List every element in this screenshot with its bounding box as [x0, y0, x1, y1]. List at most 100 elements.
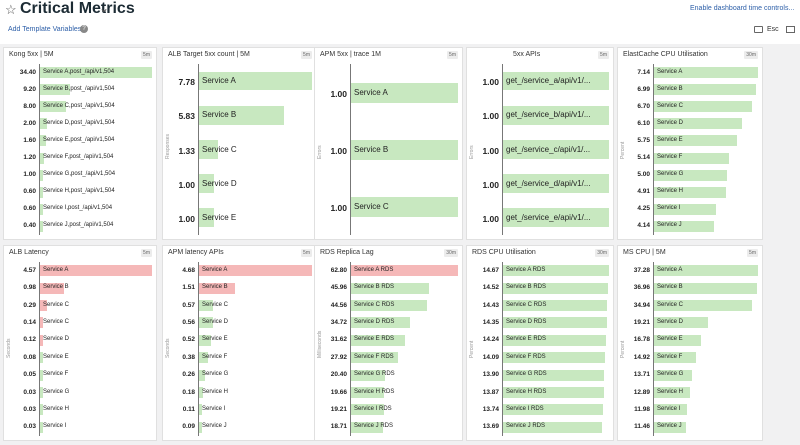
bar[interactable] — [199, 317, 213, 329]
bar[interactable] — [351, 139, 458, 160]
star-icon[interactable]: ☆ — [5, 2, 17, 17]
bar[interactable] — [199, 387, 204, 398]
bar[interactable] — [351, 282, 430, 294]
bar[interactable] — [40, 352, 43, 364]
bar[interactable] — [654, 352, 696, 364]
bar[interactable] — [654, 84, 756, 96]
bar[interactable] — [654, 300, 752, 311]
bar[interactable] — [40, 404, 43, 416]
bar[interactable] — [503, 71, 609, 91]
bar[interactable] — [40, 265, 152, 277]
bar[interactable] — [503, 282, 608, 294]
bar[interactable] — [654, 404, 688, 416]
bar[interactable] — [40, 282, 64, 294]
bar[interactable] — [199, 174, 214, 194]
bar[interactable] — [199, 105, 284, 125]
bar[interactable] — [503, 387, 604, 398]
bar[interactable] — [503, 140, 609, 159]
bar[interactable] — [654, 169, 727, 181]
bar[interactable] — [40, 186, 43, 198]
bar[interactable] — [654, 220, 715, 232]
bar[interactable] — [654, 186, 726, 198]
bar[interactable] — [351, 196, 458, 217]
widget-4[interactable]: 5xx APIs 5m Errors 1.00 get_/service_a/api/v… — [466, 47, 614, 240]
bar[interactable] — [351, 404, 385, 416]
bar[interactable] — [654, 334, 701, 346]
bar[interactable] — [199, 404, 202, 416]
bar[interactable] — [199, 369, 206, 381]
bar[interactable] — [503, 208, 609, 228]
bar[interactable] — [351, 421, 384, 433]
bar[interactable] — [199, 140, 219, 159]
bar[interactable] — [40, 220, 43, 232]
bar[interactable] — [351, 265, 458, 277]
widget-5[interactable]: ElastCache CPU Utilisation 30m Percent 7.14… — [617, 47, 763, 240]
bar[interactable] — [503, 300, 607, 311]
bar[interactable] — [40, 169, 44, 181]
tv-mode-icon[interactable] — [786, 26, 795, 33]
bar[interactable] — [503, 317, 607, 329]
bar[interactable] — [351, 317, 410, 329]
bar[interactable] — [503, 334, 606, 346]
bar[interactable] — [199, 71, 312, 91]
widget-7[interactable]: APM latency APIs 5m Seconds 4.68 Service A 1.… — [162, 245, 317, 441]
bar[interactable] — [503, 421, 602, 433]
bar[interactable] — [503, 352, 605, 364]
bar[interactable] — [351, 369, 386, 381]
keyboard-icon[interactable] — [754, 26, 763, 33]
widget-1[interactable]: Kong 5xx | 5M 5m 34.40 Service A,post_/api/… — [3, 47, 157, 240]
bar[interactable] — [40, 118, 47, 130]
bar[interactable] — [40, 203, 43, 215]
bar[interactable] — [503, 404, 603, 416]
bar[interactable] — [351, 300, 427, 311]
bar[interactable] — [351, 387, 385, 398]
widget-9[interactable]: RDS CPU Utilisation 30m Percent 14.67 Servic… — [466, 245, 614, 441]
widget-8[interactable]: RDS Replica Lag 30m Milliseconds 62.80 Servi… — [314, 245, 463, 441]
widget-2[interactable]: ALB Target 5xx count | 5M 5m Responses 7.78… — [162, 47, 317, 240]
bar[interactable] — [40, 101, 66, 113]
bar[interactable] — [199, 208, 214, 228]
bar[interactable] — [40, 84, 71, 96]
bar[interactable] — [654, 387, 691, 398]
bar[interactable] — [351, 82, 458, 103]
bar[interactable] — [654, 265, 758, 277]
bar[interactable] — [199, 300, 213, 311]
bar[interactable] — [654, 101, 752, 113]
bar[interactable] — [654, 282, 757, 294]
widget-6[interactable]: ALB Latency 5m Seconds 4.57 Service A 0.98 Ser… — [3, 245, 157, 441]
chevron-down-icon[interactable]: ⌄ — [99, 1, 110, 15]
bar[interactable] — [199, 421, 202, 433]
bar[interactable] — [40, 317, 44, 329]
bar[interactable] — [199, 334, 212, 346]
bar[interactable] — [40, 300, 47, 311]
bar[interactable] — [654, 67, 758, 79]
bar[interactable] — [199, 265, 312, 277]
bar[interactable] — [40, 334, 44, 346]
bar[interactable] — [199, 352, 209, 364]
bar[interactable] — [40, 421, 43, 433]
bar[interactable] — [199, 282, 236, 294]
dashboard-title[interactable]: Critical Metrics — [20, 0, 135, 17]
bar[interactable] — [654, 135, 738, 147]
bar[interactable] — [351, 334, 405, 346]
bar[interactable] — [503, 174, 609, 194]
bar[interactable] — [40, 369, 43, 381]
add-template-variables-link[interactable]: Add Template Variables — [8, 26, 82, 33]
bar[interactable] — [40, 135, 46, 147]
enable-time-controls-link[interactable]: Enable dashboard time controls... — [690, 5, 795, 12]
bar[interactable] — [503, 369, 604, 381]
bar[interactable] — [503, 105, 609, 125]
bar[interactable] — [503, 265, 609, 277]
bar[interactable] — [40, 67, 152, 79]
help-icon[interactable]: ? — [80, 25, 88, 33]
widget-10[interactable]: MS CPU | 5M 5m Percent 37.28 Service A 36.96 S… — [617, 245, 763, 441]
bar[interactable] — [654, 152, 729, 164]
bar[interactable] — [654, 369, 693, 381]
bar[interactable] — [40, 152, 45, 164]
bar[interactable] — [654, 317, 709, 329]
bar[interactable] — [40, 387, 43, 398]
bar[interactable] — [351, 352, 399, 364]
bar[interactable] — [654, 203, 717, 215]
bar[interactable] — [654, 421, 687, 433]
